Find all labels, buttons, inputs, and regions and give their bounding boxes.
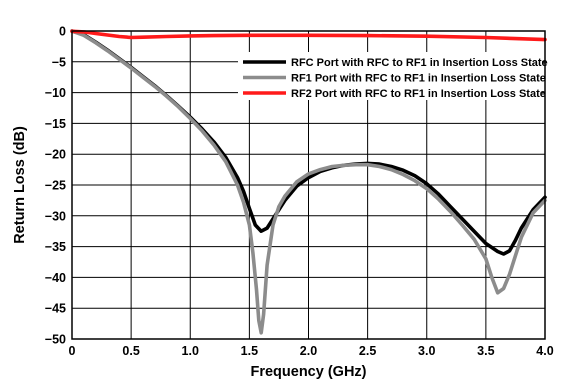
x-tick-label: 1.5 [241, 344, 258, 358]
y-axis-title: Return Loss (dB) [12, 126, 28, 244]
plot-frame [71, 30, 546, 340]
x-tick-label: 0.5 [122, 344, 139, 358]
legend-label-1: RFC Port with RFC to RF1 in Insertion Lo… [291, 57, 548, 69]
legend: RFC Port with RFC to RF1 in Insertion Lo… [238, 52, 548, 100]
x-tick-label: 3.0 [418, 344, 435, 358]
y-tick-label: −35 [45, 240, 66, 254]
y-tick-label: −15 [45, 117, 66, 131]
legend-label-3: RF2 Port with RFC to RF1 in Insertion Lo… [291, 88, 546, 100]
y-tick-label: −5 [52, 55, 66, 69]
y-tick-label: −50 [45, 333, 66, 347]
x-tick-label: 2.0 [300, 344, 317, 358]
y-tick-label: −10 [45, 86, 66, 100]
series-line-3 [70, 29, 547, 42]
x-tick-label: 0 [69, 344, 76, 358]
x-tick-label: 4.0 [536, 344, 553, 358]
x-tick-label: 2.5 [359, 344, 376, 358]
y-tick-labels: 0 −5 −10 −15 −20 −25 −30 −35 −40 −45 −50 [45, 25, 66, 347]
y-tick-label: −45 [45, 302, 66, 316]
y-tick-label: 0 [59, 25, 66, 39]
x-tick-label: 3.5 [477, 344, 494, 358]
series-line-2 [70, 29, 547, 335]
legend-label-2: RF1 Port with RFC to RF1 in Insertion Lo… [291, 73, 546, 85]
y-tick-label: −40 [45, 271, 66, 285]
y-tick-label: −25 [45, 179, 66, 193]
x-tick-label: 1.0 [182, 344, 199, 358]
x-tick-labels: 0 0.5 1.0 1.5 2.0 2.5 3.0 3.5 4.0 [69, 344, 554, 358]
legend-background [238, 52, 542, 100]
y-tick-label: −20 [45, 148, 66, 162]
y-tick-label: −30 [45, 209, 66, 223]
series-lines [70, 29, 547, 335]
x-axis-title: Frequency (GHz) [250, 364, 366, 380]
